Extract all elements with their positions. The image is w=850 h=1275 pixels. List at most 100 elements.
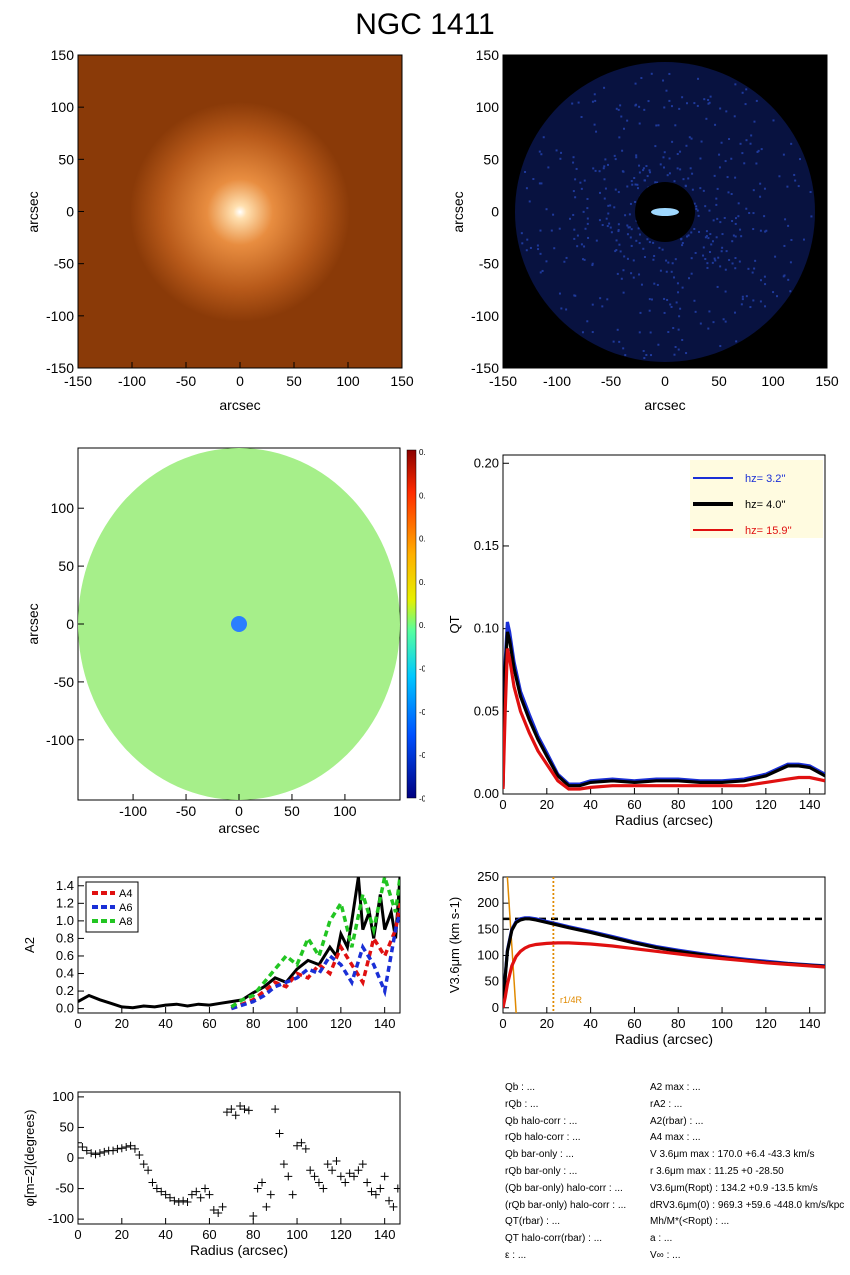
residual-speckle: [719, 221, 722, 224]
residual-speckle: [666, 174, 669, 177]
param-row: A2 max : ...: [650, 1080, 845, 1097]
param-separator: :: [683, 1132, 693, 1144]
scatter-point: [271, 1105, 280, 1114]
residual-speckle: [784, 218, 787, 221]
rmax-annotation: r1/4R: [560, 995, 583, 1005]
residual-speckle: [617, 108, 620, 111]
residual-speckle: [705, 117, 708, 120]
residual-speckle: [659, 269, 662, 272]
residual-speckle: [759, 195, 762, 198]
param-value: ...: [526, 1082, 536, 1093]
series-group: [78, 877, 400, 1011]
x-tick-label: 20: [540, 797, 554, 812]
scatter-point: [122, 1143, 131, 1151]
y-tick-label: 100: [477, 947, 499, 962]
residual-speckle: [699, 157, 702, 160]
residual-speckle: [572, 161, 575, 164]
residual-speckle: [583, 258, 586, 261]
plot-frame: [502, 876, 826, 1014]
residual-speckle: [682, 178, 685, 181]
residual-speckle: [539, 229, 542, 232]
residual-speckle: [667, 261, 670, 264]
residual-speckle: [657, 124, 660, 127]
legend-label: A8: [119, 916, 132, 928]
residual-speckle: [648, 241, 651, 244]
residual-speckle: [594, 169, 597, 172]
param-label: r 3.6μm max: [650, 1165, 706, 1177]
scatter-point: [170, 1196, 179, 1205]
param-separator: :: [663, 1249, 673, 1261]
rotation-curve-chart: 0 20 40 60 80 100 120 140 0 50 100 150 200 250 Radius …: [447, 869, 826, 1047]
residual-speckle: [725, 250, 728, 253]
residual-speckle: [643, 108, 646, 111]
residual-speckle: [712, 219, 715, 222]
scatter-point: [157, 1187, 166, 1196]
scatter-point: [301, 1144, 310, 1153]
residual-speckle: [661, 248, 664, 251]
residual-speckle: [705, 230, 708, 233]
residual-speckle: [572, 190, 575, 193]
x-tick-label: 140: [374, 1016, 396, 1031]
residual-speckle: [696, 209, 699, 212]
param-value: ...: [720, 1216, 730, 1228]
x-tick-label: 100: [711, 1016, 733, 1031]
residual-speckle: [787, 278, 790, 281]
residual-speckle: [739, 142, 742, 145]
residual-speckle: [532, 178, 535, 181]
residual-speckle: [712, 240, 715, 243]
scatter-point: [144, 1166, 153, 1175]
param-row: QT(rbar) : ...: [505, 1214, 645, 1231]
x-tick-label: 40: [158, 1016, 172, 1031]
residual-speckle: [676, 167, 679, 170]
param-label: dRV3.6μm(0): [650, 1199, 710, 1211]
residual-speckle: [635, 156, 638, 159]
residual-speckle: [536, 244, 539, 247]
scatter-point: [284, 1172, 293, 1181]
y-tick-label: 0.00: [474, 786, 499, 801]
scatter-point: [279, 1160, 288, 1169]
residual-speckle: [702, 254, 705, 257]
residual-speckle: [722, 318, 725, 321]
residual-speckle: [733, 115, 736, 118]
residual-speckle: [541, 269, 544, 272]
y-tick-label: 50: [58, 151, 74, 167]
residual-speckle: [609, 204, 612, 207]
y-tick-label: -50: [54, 674, 74, 690]
residual-speckle: [586, 320, 589, 323]
residual-speckle: [737, 215, 740, 218]
residual-speckle: [613, 154, 616, 157]
residual-speckle: [650, 354, 653, 357]
residual-speckle: [663, 166, 666, 169]
residual-speckle: [704, 205, 707, 208]
residual-speckle: [745, 88, 748, 91]
residual-speckle: [583, 245, 586, 248]
residual-speckle: [790, 142, 793, 145]
residual-speckle: [553, 247, 556, 250]
param-row: Mh/M*(<Ropt) : ...: [650, 1214, 845, 1231]
residual-speckle: [591, 262, 594, 265]
param-label: rQb bar-only: [505, 1165, 561, 1177]
residual-speckle: [606, 225, 609, 228]
residual-speckle: [774, 255, 777, 258]
scatter-point: [130, 1144, 139, 1153]
residual-speckle: [581, 331, 584, 334]
residual-speckle: [772, 119, 775, 122]
residual-speckle: [679, 168, 682, 171]
residual-speckle: [763, 275, 766, 278]
residual-speckle: [634, 104, 637, 107]
param-separator: :: [606, 1182, 615, 1194]
residual-speckle: [726, 176, 729, 179]
residual-speckle: [720, 250, 723, 253]
y-tick-label: 100: [476, 99, 500, 115]
y-tick-label: -100: [471, 308, 499, 324]
scatter-point: [209, 1205, 218, 1214]
legend-label: hz= 3.2'': [745, 473, 786, 485]
residual-speckle: [668, 172, 671, 175]
residual-speckle: [707, 99, 710, 102]
qt-profile-chart: 0 20 40 60 80 100 120 140 0.00 0.05 0.10 0.15 0.20 Ra…: [447, 454, 826, 828]
x-tick-label: 50: [286, 373, 302, 389]
residual-speckle: [714, 123, 717, 126]
x-tick-label: 20: [115, 1016, 129, 1031]
residual-speckle: [679, 150, 682, 153]
scatter-point: [201, 1184, 210, 1193]
